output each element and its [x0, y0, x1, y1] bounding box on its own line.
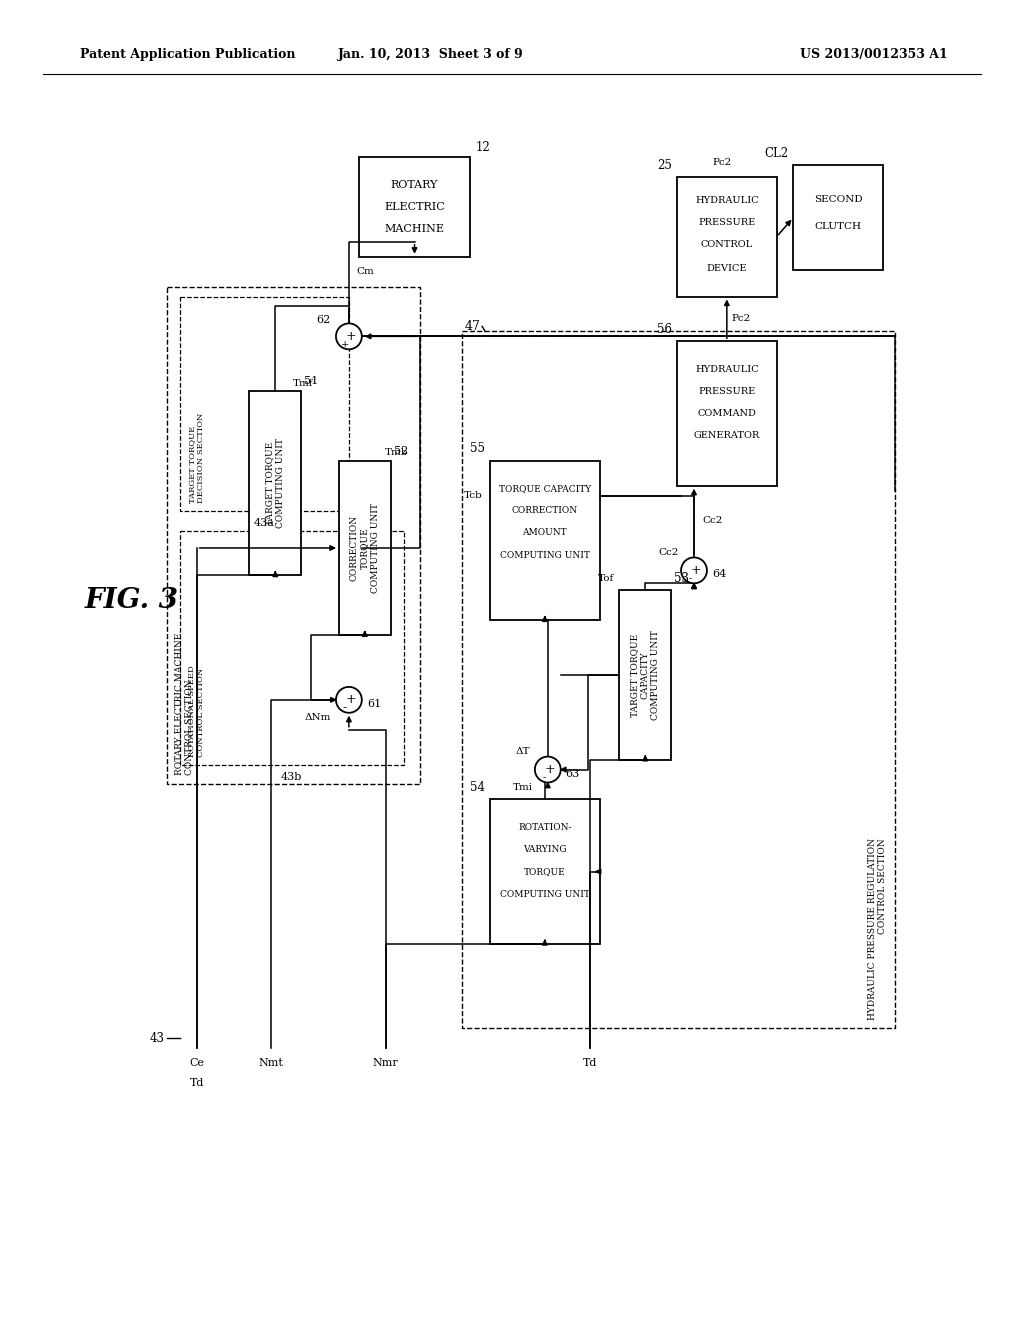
Text: VARYING: VARYING [523, 845, 566, 854]
Text: COMPUTING UNIT: COMPUTING UNIT [500, 890, 590, 899]
Text: TORQUE CAPACITY: TORQUE CAPACITY [499, 484, 591, 494]
Text: 62: 62 [316, 315, 331, 326]
Circle shape [336, 686, 361, 713]
Text: Nmt: Nmt [259, 1059, 284, 1068]
Bar [677, 342, 776, 486]
Text: +: + [545, 763, 555, 776]
Text: Td: Td [583, 1059, 597, 1068]
Bar [794, 165, 883, 269]
Text: Tmb: Tmb [385, 449, 409, 457]
Text: Cc2: Cc2 [702, 516, 722, 525]
Text: CORRECTION: CORRECTION [512, 506, 578, 515]
Text: CL2: CL2 [764, 147, 788, 160]
Text: 64: 64 [712, 569, 726, 579]
Text: 56: 56 [657, 323, 672, 335]
Text: HYDRAULIC: HYDRAULIC [695, 364, 759, 374]
Text: +: + [341, 339, 349, 348]
Text: +: + [345, 330, 356, 343]
Text: +: + [345, 693, 356, 706]
Text: ELECTRIC: ELECTRIC [384, 202, 444, 213]
Text: 43a: 43a [254, 517, 274, 528]
Text: DEVICE: DEVICE [707, 264, 748, 273]
Text: -: - [343, 701, 347, 714]
Text: PRESSURE: PRESSURE [698, 387, 756, 396]
Text: Cm: Cm [356, 267, 375, 276]
Text: HYDRAULIC PRESSURE REGULATION
CONTROL SECTION: HYDRAULIC PRESSURE REGULATION CONTROL SE… [867, 838, 887, 1020]
Bar [358, 157, 470, 256]
Text: Tcb: Tcb [464, 491, 482, 500]
Text: 25: 25 [657, 158, 672, 172]
Text: Tof: Tof [598, 574, 614, 583]
Text: ΔNm: ΔNm [304, 713, 331, 722]
Bar [677, 177, 776, 297]
Text: ROTARY ELECTRIC MACHINE
CONTROL SECTION: ROTARY ELECTRIC MACHINE CONTROL SECTION [175, 632, 195, 775]
Text: TARGET TORQUE
COMPUTING UNIT: TARGET TORQUE COMPUTING UNIT [265, 438, 285, 528]
Text: -: - [688, 574, 691, 583]
Bar [490, 461, 599, 620]
Bar [180, 531, 403, 764]
Bar [250, 391, 301, 576]
Text: 43: 43 [150, 1032, 165, 1045]
Text: 52: 52 [393, 446, 408, 455]
Text: Tmi: Tmi [513, 783, 532, 792]
Circle shape [681, 557, 707, 583]
Text: Nmr: Nmr [373, 1059, 398, 1068]
Bar [620, 590, 671, 759]
Bar [167, 286, 421, 784]
Text: 53: 53 [674, 572, 689, 585]
Text: Jan. 10, 2013  Sheet 3 of 9: Jan. 10, 2013 Sheet 3 of 9 [338, 48, 523, 61]
Bar [339, 461, 391, 635]
Text: ROTATION-: ROTATION- [518, 822, 571, 832]
Text: +: + [690, 564, 701, 577]
Text: US 2013/0012353 A1: US 2013/0012353 A1 [800, 48, 947, 61]
Text: 43b: 43b [281, 771, 302, 781]
Text: ΔT: ΔT [515, 747, 529, 756]
Text: 63: 63 [565, 768, 580, 779]
Text: SECOND: SECOND [814, 195, 862, 205]
Text: 12: 12 [475, 141, 489, 153]
Text: CORRECTION
TORQUE
COMPUTING UNIT: CORRECTION TORQUE COMPUTING UNIT [350, 503, 380, 593]
Text: COMPUTING UNIT: COMPUTING UNIT [500, 550, 590, 560]
Text: Cc2: Cc2 [658, 548, 679, 557]
Text: TARGET TORQUE
DECISION SECTION: TARGET TORQUE DECISION SECTION [187, 412, 205, 503]
Text: PRESSURE: PRESSURE [698, 218, 756, 227]
Text: GENERATOR: GENERATOR [693, 432, 760, 441]
Text: Ce: Ce [189, 1059, 204, 1068]
Circle shape [535, 756, 561, 783]
Text: 47: 47 [464, 319, 480, 333]
Bar [462, 331, 895, 1028]
Circle shape [336, 323, 361, 350]
Text: ROTARY: ROTARY [391, 180, 438, 190]
Text: CONTROL: CONTROL [700, 240, 753, 249]
Text: 55: 55 [470, 442, 485, 455]
Text: 54: 54 [470, 781, 485, 793]
Text: Pc2: Pc2 [713, 157, 731, 166]
Text: ROTATIONAL SPEED
CONTROL SECTION: ROTATIONAL SPEED CONTROL SECTION [187, 665, 205, 756]
Text: -: - [542, 774, 546, 781]
Text: TORQUE: TORQUE [524, 867, 565, 875]
Text: 51: 51 [304, 376, 318, 387]
Text: CLUTCH: CLUTCH [815, 222, 862, 231]
Text: FIG. 3: FIG. 3 [84, 587, 178, 614]
Text: TARGET TORQUE
CAPACITY
COMPUTING UNIT: TARGET TORQUE CAPACITY COMPUTING UNIT [631, 630, 660, 719]
Text: HYDRAULIC: HYDRAULIC [695, 197, 759, 206]
Text: AMOUNT: AMOUNT [522, 528, 567, 537]
Text: 61: 61 [367, 698, 381, 709]
Text: COMMAND: COMMAND [697, 409, 757, 417]
Text: MACHINE: MACHINE [385, 224, 444, 234]
Text: Td: Td [189, 1078, 204, 1088]
Text: Patent Application Publication: Patent Application Publication [80, 48, 296, 61]
Text: Pc2: Pc2 [732, 314, 751, 323]
Bar [490, 800, 599, 944]
Bar [180, 297, 349, 511]
Text: Tmf: Tmf [293, 379, 313, 388]
